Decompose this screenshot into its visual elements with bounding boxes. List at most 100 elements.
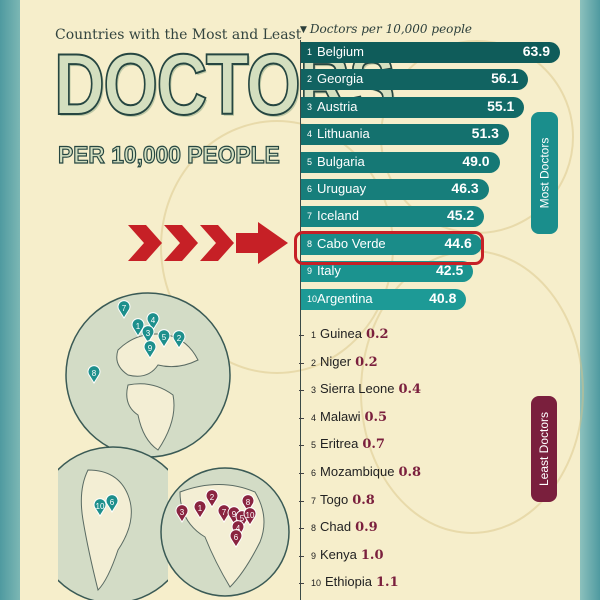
least-value-label: 1.0 (360, 547, 384, 563)
least-country-label: Kenya (320, 546, 357, 562)
axis-tick (299, 528, 304, 530)
least-rank: 9 (311, 550, 317, 561)
map-pin-label: 9 (148, 344, 153, 353)
bar-most-lithuania: 4 Lithuania 51.3 (301, 124, 509, 146)
map-pin-label: 5 (240, 514, 245, 523)
least-country-label: Niger (320, 353, 352, 369)
title-line1: Countries with the Most and Least (55, 27, 302, 43)
map-pin-icon (117, 300, 131, 319)
least-row-chad: 8 Chad 0.9 (299, 519, 378, 541)
axis-tick (299, 362, 304, 364)
map-pin-2: 2 (172, 330, 186, 349)
least-country-label: Chad (320, 519, 352, 535)
map-pin-1: 1 (193, 500, 207, 519)
map-pin-icon (229, 529, 243, 548)
least-value-label: 0.7 (362, 437, 385, 453)
bar-rank: 2 (307, 74, 313, 85)
bar-value-label: 49.0 (462, 152, 490, 169)
bar-most-austria: 3 Austria 55.1 (301, 96, 525, 118)
map-pin-5: 5 (157, 329, 171, 348)
least-value-label: 0.2 (355, 354, 378, 370)
bar-value-label: 45.2 (446, 207, 475, 224)
least-row-mozambique: 6 Mozambique 0.8 (299, 464, 422, 486)
map-pin-1: 1 (131, 318, 145, 337)
bar-most-bulgaria: 5 Bulgaria 49.0 (301, 151, 500, 173)
map-pin-6: 6 (229, 529, 243, 548)
bar-country-label: Lithuania (317, 126, 370, 142)
tab-least-doctors: Least Doctors (531, 396, 557, 502)
axis-line (300, 40, 301, 600)
least-value-label: 0.5 (364, 409, 388, 425)
bar-rank: 5 (307, 156, 313, 167)
map-pin-7: 7 (117, 300, 131, 319)
least-row-niger: 2 Niger 0.2 (299, 353, 378, 376)
highlight-box (294, 231, 484, 265)
least-country-label: Togo (320, 491, 349, 507)
least-country-label: Ethiopia (325, 574, 372, 590)
axis-tick (299, 445, 304, 447)
bar-value-label: 42.5 (436, 262, 464, 279)
chart-header: ▼ Doctors per 10,000 people (300, 22, 472, 36)
bar-country-label: Uruguay (317, 181, 367, 196)
bar-value-label: 40.8 (429, 289, 457, 306)
map-pin-4: 4 (146, 312, 160, 331)
map-pin-icon (243, 507, 257, 526)
map-pin-9: 9 (143, 340, 157, 359)
map-pin-label: 7 (222, 508, 227, 517)
map-pin-label: 9 (232, 510, 237, 519)
least-row-guinea: 1 Guinea 0.2 (299, 326, 389, 348)
least-rank: 2 (311, 357, 317, 368)
map-pin-icon (105, 494, 119, 513)
bar-value-label: 51.3 (471, 125, 499, 142)
map-pin-icon (175, 504, 189, 523)
bar-country-label: Cabo Verde (317, 235, 386, 251)
least-country-label: Eritrea (320, 436, 359, 452)
least-rank: 6 (311, 468, 317, 478)
bar-most-belgium: 1 Belgium 63.9 (301, 42, 560, 63)
map-pin-icon (131, 318, 145, 337)
least-value-label: 0.8 (398, 465, 422, 480)
globe-europe: 71 43 59 2 8 (65, 292, 231, 458)
bar-rank: 9 (307, 266, 313, 277)
bar-most-cabo-verde: 8 Cabo Verde 44.6 (301, 233, 482, 255)
axis-tick (299, 390, 304, 392)
bar-rank: 1 (307, 47, 313, 57)
map-pin-label: 4 (236, 524, 241, 533)
axis-tick (299, 500, 304, 502)
map-pin-label: 8 (246, 498, 251, 507)
map-pin-label: 10 (96, 502, 105, 511)
map-pin-10: 10 (93, 498, 107, 517)
map-pin-icon (193, 500, 207, 519)
map-pin-icon (231, 520, 245, 539)
least-rank: 7 (311, 495, 317, 506)
map-pin-label: 3 (146, 329, 151, 338)
map-pin-label: 10 (246, 511, 255, 520)
tab-most-label: Most Doctors (537, 137, 552, 209)
least-row-eritrea: 5 Eritrea 0.7 (299, 436, 385, 458)
bar-rank: 4 (307, 129, 313, 140)
bar-value-label: 44.6 (444, 234, 472, 251)
globe-africa: 3 21 7 89 5 10 46 (160, 467, 290, 597)
map-pin-icon (157, 329, 171, 348)
least-value-label: 0.8 (352, 492, 375, 508)
tab-most-doctors: Most Doctors (531, 112, 558, 234)
map-pin-icon (205, 489, 219, 508)
bar-country-label: Austria (317, 98, 358, 114)
least-value-label: 0.9 (355, 520, 378, 536)
bar-most-iceland: 7 Iceland 45.2 (301, 206, 485, 228)
map-pin-label: 5 (162, 333, 167, 342)
bar-rank: 7 (307, 211, 313, 222)
least-rank: 8 (311, 523, 317, 534)
axis-tick (299, 555, 304, 557)
map-pin-icon (93, 498, 107, 517)
bar-most-argentina: 10 Argentina 40.8 (301, 288, 467, 310)
bar-country-label: Bulgaria (317, 153, 365, 169)
bar-rank: 6 (307, 184, 313, 194)
chart-header-label: Doctors per 10,000 people (309, 22, 473, 36)
map-pin-label: 3 (180, 508, 185, 517)
map-pin-label: 7 (122, 304, 127, 313)
axis-tick (299, 417, 304, 419)
arrow-icon (128, 222, 288, 264)
least-row-malawi: 4 Malawi 0.5 (299, 409, 388, 431)
